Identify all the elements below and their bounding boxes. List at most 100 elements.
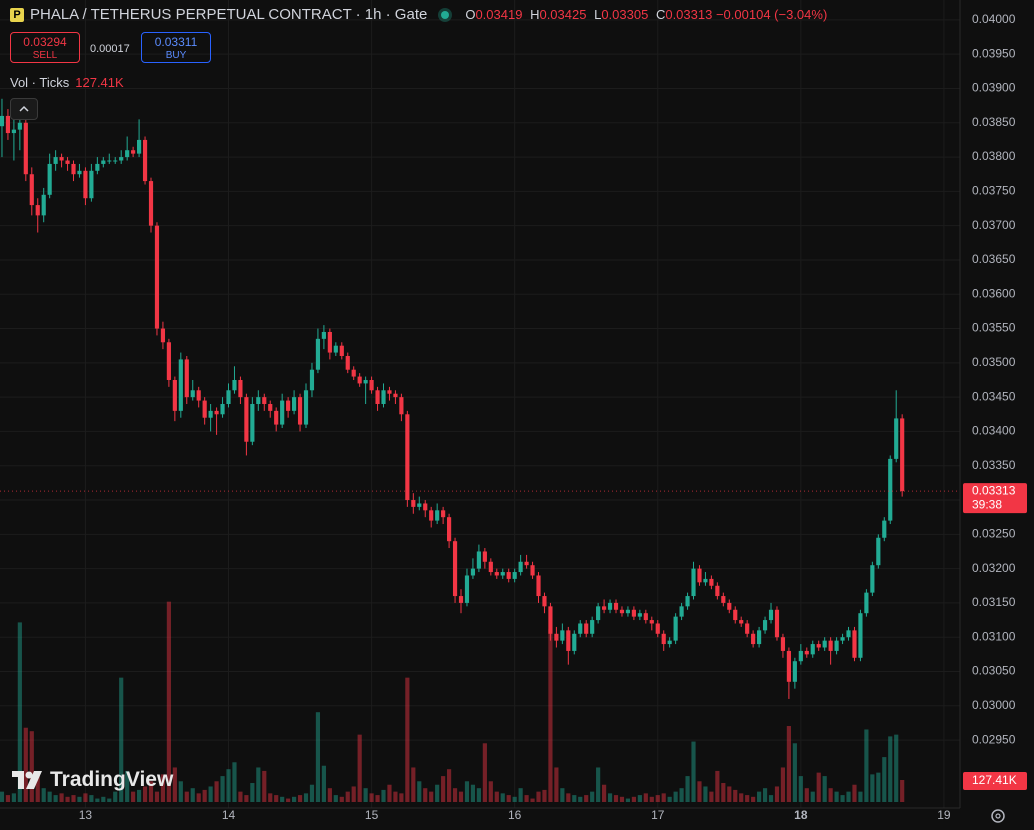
volume-bar bbox=[214, 781, 219, 802]
candle-body bbox=[548, 606, 553, 634]
volume-bar bbox=[321, 765, 326, 802]
candle-body bbox=[888, 458, 893, 521]
volume-bar bbox=[11, 793, 16, 802]
candle-body bbox=[250, 404, 255, 442]
volume-bar bbox=[715, 770, 720, 802]
volume-bar bbox=[828, 788, 833, 802]
candle-body bbox=[834, 640, 839, 651]
y-tick-label: 0.03550 bbox=[972, 321, 1016, 335]
c-label: C bbox=[655, 7, 666, 22]
volume-bar bbox=[125, 770, 130, 802]
y-tick-label: 0.03800 bbox=[972, 149, 1016, 163]
symbol-title[interactable]: PHALA / TETHERUS PERPETUAL CONTRACT · 1h… bbox=[30, 6, 428, 23]
volume-bar bbox=[417, 781, 422, 802]
volume-bar bbox=[178, 781, 183, 802]
x-tick-label: 16 bbox=[508, 808, 522, 822]
candle-body bbox=[590, 620, 595, 634]
volume-bar bbox=[572, 795, 577, 802]
candle-body bbox=[452, 541, 458, 597]
volume-bar bbox=[387, 784, 392, 802]
buy-button[interactable]: 0.03311 BUY bbox=[141, 32, 211, 63]
volume-bar bbox=[363, 788, 368, 802]
volume-bar bbox=[77, 796, 82, 802]
volume-bar bbox=[65, 796, 70, 802]
candle-body bbox=[572, 633, 577, 651]
sell-button[interactable]: 0.03294 SELL bbox=[10, 32, 80, 63]
volume-bar bbox=[607, 793, 613, 802]
y-tick-label: 0.03250 bbox=[972, 526, 1016, 540]
candle-body bbox=[142, 139, 148, 182]
volume-bar bbox=[667, 796, 672, 802]
y-tick-label: 0.03950 bbox=[972, 46, 1016, 60]
volume-bar bbox=[244, 795, 249, 802]
volume-bar bbox=[5, 795, 11, 802]
volume-bar bbox=[786, 726, 791, 802]
volume-bar bbox=[882, 757, 887, 802]
volume-bar bbox=[482, 743, 487, 802]
volume-bar bbox=[560, 788, 565, 802]
volume-bar bbox=[637, 795, 642, 802]
candle-body bbox=[494, 572, 499, 576]
candle-body bbox=[518, 561, 523, 573]
volume-bar bbox=[47, 791, 52, 802]
volume-bar bbox=[858, 791, 863, 802]
l-value: 0.03305 bbox=[601, 7, 649, 22]
candle-body bbox=[768, 609, 774, 621]
volume-bar bbox=[315, 712, 321, 802]
collapse-button[interactable] bbox=[10, 98, 38, 120]
volume-bar bbox=[709, 791, 714, 802]
c-value: 0.03313 bbox=[665, 7, 713, 22]
volume-bar bbox=[464, 781, 470, 802]
volume-bar bbox=[262, 770, 267, 802]
settings-icon[interactable] bbox=[991, 809, 1005, 823]
candle-body bbox=[417, 503, 422, 507]
settings-hole bbox=[995, 813, 1001, 819]
x-tick-label: 13 bbox=[79, 808, 93, 822]
volume-bar bbox=[518, 788, 523, 802]
volume-bar bbox=[739, 793, 744, 802]
volume-bar bbox=[602, 784, 607, 802]
candle-body bbox=[119, 157, 124, 161]
candle-body bbox=[321, 331, 326, 339]
candle-body bbox=[631, 609, 636, 617]
volume-bar bbox=[649, 796, 654, 802]
volume-bar bbox=[142, 786, 148, 802]
volume-bar bbox=[35, 776, 40, 802]
candle-body bbox=[882, 520, 887, 538]
volume-bar bbox=[613, 795, 619, 802]
volume-bar bbox=[780, 767, 786, 802]
candle-body bbox=[351, 369, 356, 377]
volume-bar bbox=[274, 795, 279, 802]
candle-body bbox=[524, 561, 529, 566]
volume-bar bbox=[220, 776, 225, 802]
candle-body bbox=[262, 397, 267, 404]
volume-bar bbox=[136, 789, 142, 802]
candle-body bbox=[423, 503, 428, 511]
volume-bar bbox=[327, 788, 332, 802]
volume-bar bbox=[554, 767, 559, 802]
candle-body bbox=[751, 633, 756, 645]
candle-body bbox=[673, 616, 678, 641]
sell-label: SELL bbox=[32, 50, 58, 61]
candle-body bbox=[35, 205, 40, 216]
brand: TradingView bbox=[12, 768, 173, 792]
volume-bar bbox=[369, 793, 374, 802]
volume-tag bbox=[963, 772, 1027, 790]
volume-bar bbox=[441, 776, 446, 802]
candle-body bbox=[655, 623, 660, 634]
y-tick-label: 0.03500 bbox=[972, 355, 1016, 369]
y-tick-label: 0.04000 bbox=[972, 12, 1016, 26]
candle-body bbox=[411, 500, 416, 507]
candle-body bbox=[393, 393, 398, 398]
volume-bar bbox=[309, 784, 315, 802]
volume-bar bbox=[757, 791, 762, 802]
candle-body bbox=[894, 418, 899, 459]
volume-bar bbox=[548, 629, 553, 802]
volume-bar bbox=[250, 783, 255, 802]
candle-body bbox=[339, 345, 344, 356]
candle-body bbox=[458, 596, 464, 603]
candle-body bbox=[148, 181, 154, 226]
volume-bar bbox=[95, 798, 100, 802]
candle-body bbox=[375, 390, 380, 404]
y-tick-label: 0.02950 bbox=[972, 732, 1016, 746]
